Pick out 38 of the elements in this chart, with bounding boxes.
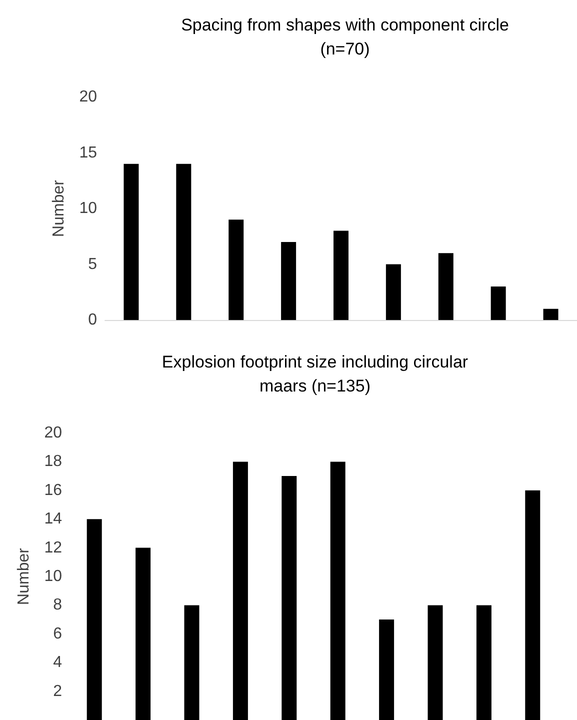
bar — [124, 164, 139, 320]
y-tick-label: 5 — [88, 256, 98, 273]
bar — [282, 476, 297, 720]
bar — [232, 462, 248, 720]
bar — [334, 230, 348, 320]
y-tick-label: 0 — [88, 312, 98, 328]
bar — [136, 548, 151, 720]
bar — [476, 605, 492, 720]
bar — [228, 220, 244, 320]
bar — [176, 164, 192, 320]
y-axis-title: Number — [16, 547, 32, 605]
y-tick-label: 18 — [44, 453, 62, 470]
bar — [490, 286, 506, 320]
y-tick-label: 15 — [79, 144, 98, 162]
bar — [543, 308, 558, 320]
y-tick-label: 6 — [53, 625, 62, 642]
y-tick-label: 10 — [44, 568, 62, 585]
y-tick-label: 16 — [44, 482, 62, 499]
bar — [86, 519, 102, 720]
y-tick-label: 4 — [53, 654, 62, 672]
bar — [330, 462, 346, 720]
y-tick-label: 10 — [79, 200, 98, 217]
y-axis-title: Number — [50, 179, 68, 237]
bar — [281, 242, 296, 320]
y-tick-label: 14 — [44, 510, 62, 528]
bar — [525, 490, 540, 720]
y-tick-label: 20 — [79, 88, 98, 106]
y-tick-label: 8 — [53, 596, 62, 614]
bar — [379, 620, 394, 720]
bar — [438, 253, 454, 320]
y-tick-label: 2 — [53, 682, 62, 700]
bar — [386, 264, 401, 320]
y-tick-label: 12 — [44, 539, 62, 556]
chart-title: Spacing from shapes with component circle (n=70) — [181, 16, 509, 58]
bar — [184, 605, 200, 720]
chart-title: Explosion footprint size including circular maars (n=135) — [162, 352, 468, 396]
y-tick-label: 20 — [44, 424, 62, 442]
bar — [428, 605, 443, 720]
